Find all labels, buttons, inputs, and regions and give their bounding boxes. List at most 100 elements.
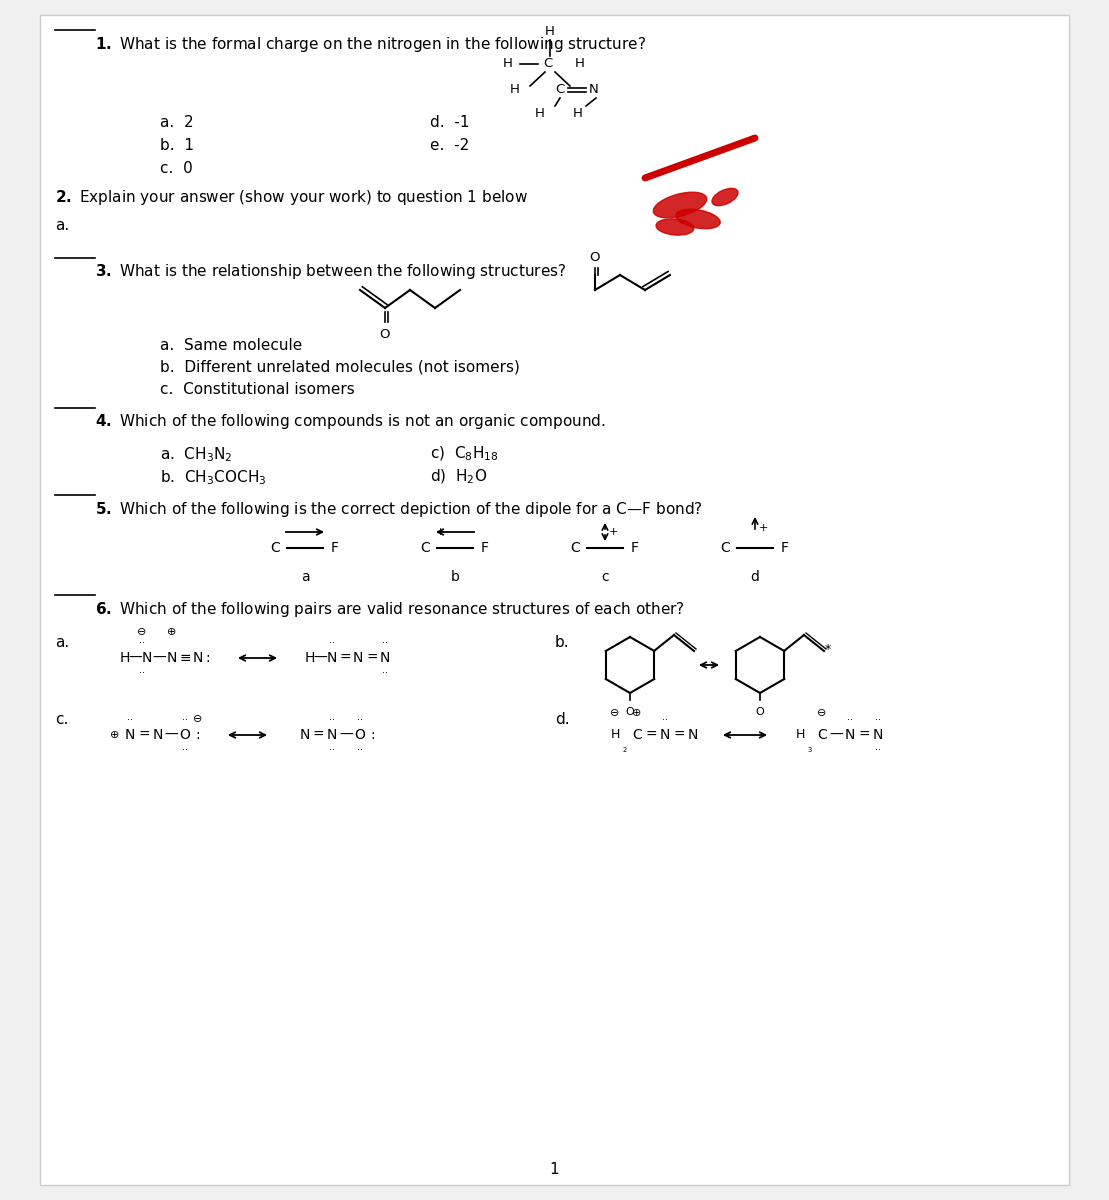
Text: d.: d.: [554, 712, 570, 727]
Text: O: O: [590, 251, 600, 264]
Text: ··: ··: [139, 638, 145, 648]
Text: a.: a.: [55, 218, 69, 233]
Text: O: O: [379, 328, 390, 341]
Text: $_2$: $_2$: [622, 745, 628, 755]
Text: ··: ··: [139, 668, 145, 678]
Text: ⊖: ⊖: [193, 714, 203, 724]
Text: ⊕: ⊕: [110, 730, 120, 740]
Text: c.  Constitutional isomers: c. Constitutional isomers: [160, 382, 355, 397]
Text: N: N: [299, 728, 311, 742]
Text: H: H: [545, 25, 554, 38]
Text: b.  Different unrelated molecules (not isomers): b. Different unrelated molecules (not is…: [160, 360, 520, 374]
Text: —: —: [152, 650, 166, 665]
Text: —: —: [164, 728, 177, 742]
Text: ⊕: ⊕: [632, 708, 642, 718]
Text: ··: ··: [329, 745, 335, 755]
Text: ⊖: ⊖: [817, 708, 826, 718]
Text: O: O: [755, 707, 764, 716]
Text: d.  -1: d. -1: [430, 115, 469, 130]
Text: d)  H$_2$O: d) H$_2$O: [430, 468, 487, 486]
Text: ··: ··: [847, 715, 853, 725]
Text: $\mathbf{3.}$ What is the relationship between the following structures?: $\mathbf{3.}$ What is the relationship b…: [95, 262, 567, 281]
Text: N: N: [327, 650, 337, 665]
Text: b: b: [450, 570, 459, 584]
Text: H: H: [576, 58, 584, 71]
Text: H: H: [503, 58, 513, 71]
Text: O: O: [355, 728, 366, 742]
Text: —: —: [339, 728, 353, 742]
Text: ··: ··: [329, 715, 335, 725]
Text: N: N: [193, 650, 203, 665]
Text: a.  Same molecule: a. Same molecule: [160, 338, 303, 353]
Text: N: N: [166, 650, 177, 665]
Text: C: C: [543, 58, 552, 71]
Text: H: H: [510, 84, 520, 96]
Text: :: :: [370, 728, 375, 742]
Text: ··: ··: [128, 715, 133, 725]
Text: =: =: [645, 728, 657, 742]
Text: N: N: [688, 728, 699, 742]
Text: $\mathbf{5.}$ Which of the following is the correct depiction of the dipole for : $\mathbf{5.}$ Which of the following is …: [95, 500, 703, 518]
Text: —: —: [313, 650, 327, 665]
Text: N: N: [125, 728, 135, 742]
Text: ⊕: ⊕: [167, 626, 176, 637]
Text: $\mathbf{2.}$ Explain your answer (show your work) to question 1 below: $\mathbf{2.}$ Explain your answer (show …: [55, 188, 528, 206]
Text: H: H: [610, 728, 620, 742]
Text: ··: ··: [875, 715, 881, 725]
Text: 1: 1: [549, 1162, 559, 1177]
Text: ··: ··: [875, 745, 881, 755]
Text: O: O: [625, 707, 634, 716]
Ellipse shape: [712, 188, 737, 205]
Ellipse shape: [653, 192, 706, 217]
Text: =: =: [366, 650, 378, 665]
Text: ··: ··: [357, 715, 363, 725]
Text: N: N: [873, 728, 883, 742]
Text: c.: c.: [55, 712, 69, 727]
Text: c: c: [601, 570, 609, 584]
Text: F: F: [330, 541, 339, 554]
Text: C: C: [271, 541, 279, 554]
Text: ··: ··: [381, 668, 388, 678]
Text: C: C: [720, 541, 730, 554]
Text: C: C: [556, 84, 564, 96]
Text: a: a: [301, 570, 309, 584]
Text: C: C: [570, 541, 580, 554]
Text: ⊖: ⊖: [610, 708, 620, 718]
Text: :: :: [205, 650, 211, 665]
Text: ··: ··: [381, 638, 388, 648]
Text: +: +: [436, 527, 445, 538]
Text: N: N: [660, 728, 670, 742]
Text: F: F: [781, 541, 788, 554]
Text: F: F: [481, 541, 489, 554]
Text: =: =: [313, 728, 324, 742]
Text: b.  1: b. 1: [160, 138, 194, 152]
Text: ··: ··: [182, 715, 189, 725]
Text: b.: b.: [554, 635, 570, 650]
Text: H: H: [120, 650, 130, 665]
Text: =: =: [858, 728, 869, 742]
Text: +: +: [609, 527, 619, 538]
Text: —: —: [830, 728, 843, 742]
Text: *: *: [825, 643, 831, 656]
Ellipse shape: [675, 209, 720, 229]
Text: d: d: [751, 570, 760, 584]
Text: ··: ··: [357, 745, 363, 755]
Text: e.  -2: e. -2: [430, 138, 469, 152]
Text: b.  CH$_3$COCH$_3$: b. CH$_3$COCH$_3$: [160, 468, 266, 487]
Text: +: +: [759, 523, 769, 533]
FancyBboxPatch shape: [40, 14, 1069, 1186]
Text: ≡: ≡: [180, 650, 191, 665]
Ellipse shape: [657, 218, 694, 235]
Text: ⊖: ⊖: [138, 626, 146, 637]
Text: C: C: [420, 541, 430, 554]
Text: c)  C$_8$H$_{18}$: c) C$_8$H$_{18}$: [430, 445, 498, 463]
Text: ··: ··: [329, 638, 335, 648]
Text: N: N: [845, 728, 855, 742]
Text: $\mathbf{1.}$ What is the formal charge on the nitrogen in the following structu: $\mathbf{1.}$ What is the formal charge …: [95, 35, 647, 54]
Text: H: H: [795, 728, 805, 742]
Text: a.: a.: [55, 635, 69, 650]
Text: O: O: [180, 728, 191, 742]
Text: H: H: [573, 108, 583, 120]
Text: H: H: [305, 650, 315, 665]
Text: C: C: [817, 728, 827, 742]
